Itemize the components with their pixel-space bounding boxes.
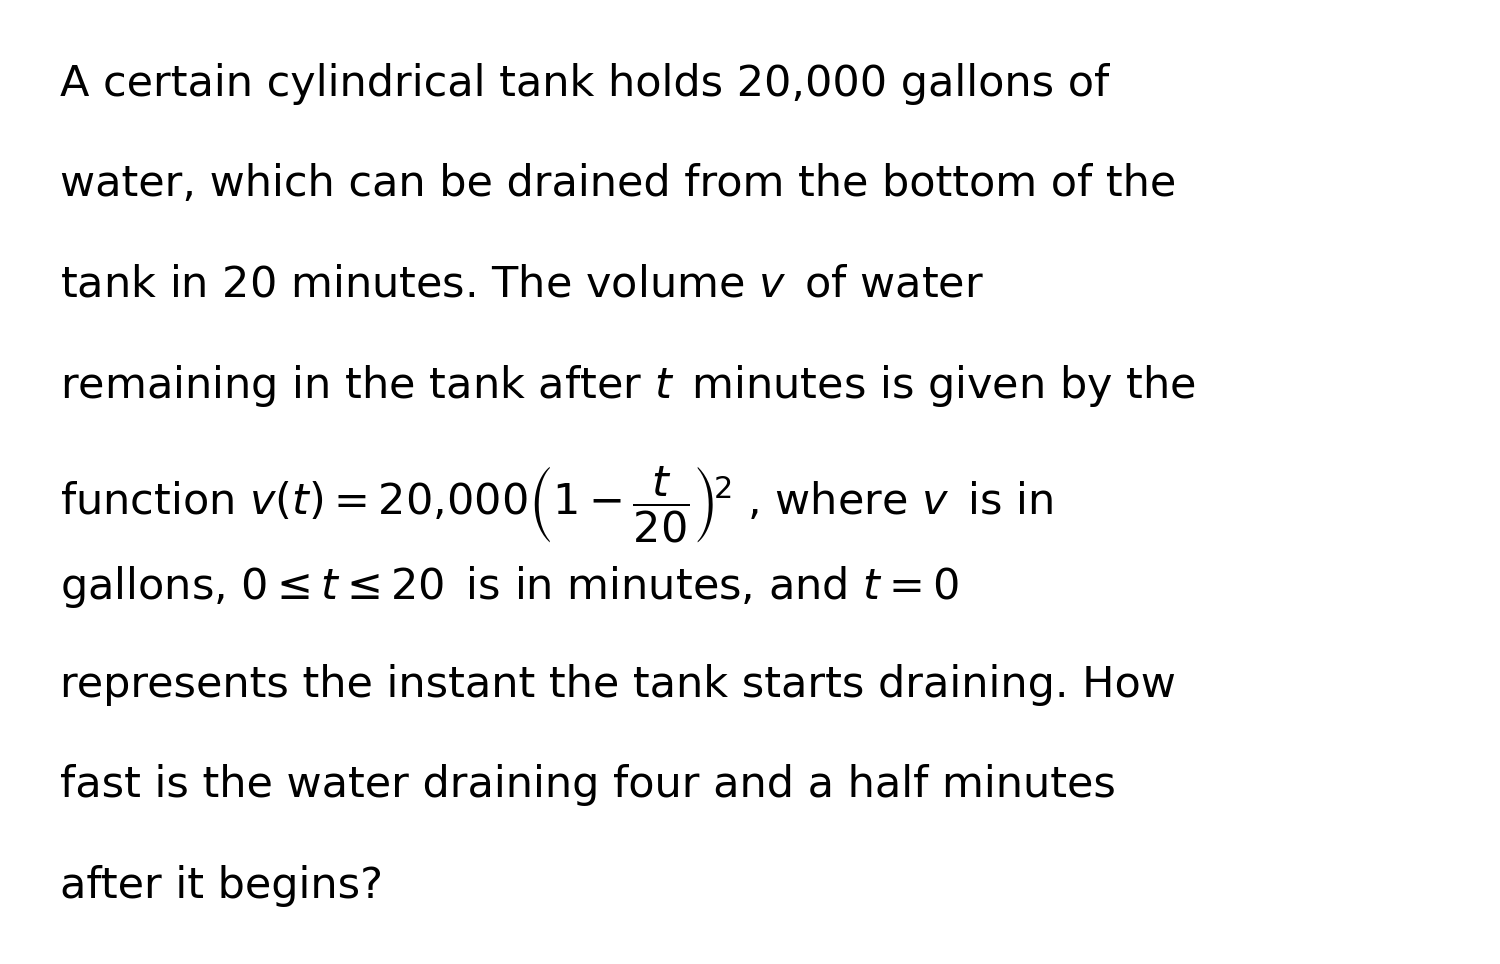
Text: function $v(t) = 20{,}000\left(1 - \dfrac{t}{20}\right)^{\!2}$ , where $v\,$ is : function $v(t) = 20{,}000\left(1 - \dfra… [60, 464, 1053, 544]
Text: remaining in the tank after $t\,$ minutes is given by the: remaining in the tank after $t\,$ minute… [60, 363, 1196, 410]
Text: water, which can be drained from the bottom of the: water, which can be drained from the bot… [60, 163, 1176, 205]
Text: A certain cylindrical tank holds 20,000 gallons of: A certain cylindrical tank holds 20,000 … [60, 63, 1108, 105]
Text: tank in 20 minutes. The volume $v\,$ of water: tank in 20 minutes. The volume $v\,$ of … [60, 263, 984, 306]
Text: represents the instant the tank starts draining. How: represents the instant the tank starts d… [60, 664, 1176, 707]
Text: gallons, $0 \leq t \leq 20\,$ is in minutes, and $t = 0$: gallons, $0 \leq t \leq 20\,$ is in minu… [60, 564, 958, 610]
Text: fast is the water draining four and a half minutes: fast is the water draining four and a ha… [60, 764, 1116, 807]
Text: after it begins?: after it begins? [60, 865, 382, 907]
